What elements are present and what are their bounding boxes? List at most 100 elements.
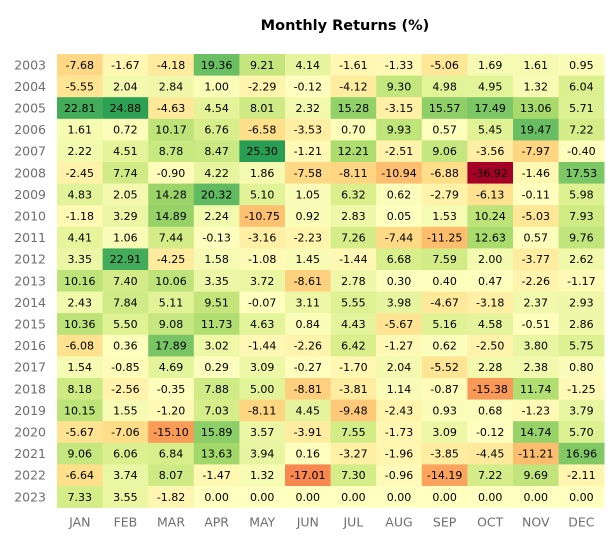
- cell-value-label: -3.53: [294, 124, 322, 137]
- heatmap-cell: [148, 313, 195, 336]
- cell-value-label: 0.00: [250, 491, 275, 504]
- cell-value-label: -0.85: [111, 361, 139, 374]
- heatmap-cell: [376, 334, 423, 357]
- heatmap-cell: [330, 118, 377, 141]
- cell-value-label: 17.53: [566, 167, 598, 180]
- heatmap-cell: [376, 54, 423, 76]
- year-tick-label: 2007: [14, 144, 46, 159]
- cell-value-label: -1.46: [522, 167, 550, 180]
- month-axis-labels: JAN FEB MAR APR MAY JUN JUL AUG SEP OCT NOV DEC: [68, 515, 595, 530]
- heatmap-cell: [467, 291, 514, 314]
- heatmap-cell: [57, 205, 103, 228]
- cell-value-label: 5.71: [569, 102, 594, 115]
- year-tick-label: 2005: [14, 101, 46, 116]
- heatmap-cell: [558, 464, 605, 487]
- cell-value-label: 3.72: [250, 275, 275, 288]
- heatmap-cell: [285, 421, 331, 444]
- year-tick-label: 2022: [14, 468, 46, 483]
- cell-value-label: 7.74: [113, 167, 138, 180]
- heatmap-cell: [467, 421, 514, 444]
- heatmap-cell: [148, 97, 195, 120]
- heatmap-cell: [513, 270, 559, 292]
- heatmap-cell: [285, 334, 331, 357]
- heatmap-cell: [285, 140, 331, 163]
- cell-value-label: 0.30: [387, 275, 412, 288]
- heatmap-cell: [239, 378, 286, 400]
- cell-value-label: -15.38: [472, 383, 507, 396]
- heatmap-cell: [421, 399, 468, 422]
- cell-value-label: 5.16: [432, 318, 457, 331]
- cell-value-label: -3.18: [476, 296, 504, 309]
- cell-value-label: 4.95: [478, 80, 503, 93]
- cell-value-label: -1.67: [111, 59, 139, 72]
- cell-value-label: -10.75: [244, 210, 279, 223]
- cell-value-label: 13.06: [520, 102, 552, 115]
- heatmap-cell: [421, 205, 468, 228]
- cell-value-label: -8.81: [294, 383, 322, 396]
- heatmap-cell: [239, 442, 286, 465]
- heatmap-cell: [57, 226, 103, 249]
- heatmap-cell: [467, 356, 514, 379]
- heatmap-cell: [513, 97, 559, 120]
- cell-value-label: 19.47: [520, 124, 552, 137]
- heatmap-cell: [239, 140, 286, 163]
- cell-value-label: 0.29: [204, 361, 229, 374]
- heatmap-cell: [148, 248, 195, 271]
- heatmap-cell: [193, 356, 240, 379]
- cell-value-label: -1.70: [339, 361, 367, 374]
- cell-value-label: 9.51: [204, 296, 229, 309]
- cell-value-label: 10.17: [155, 124, 187, 137]
- heatmap-cell: [193, 205, 240, 228]
- cell-value-label: 0.00: [432, 491, 457, 504]
- heatmap-cell: [558, 378, 605, 400]
- heatmap-cell: [148, 205, 195, 228]
- cell-value-label: 0.68: [478, 404, 503, 417]
- cell-value-label: 0.57: [432, 124, 457, 137]
- cell-value-label: 13.63: [201, 448, 233, 461]
- cell-value-label: 2.00: [478, 253, 503, 266]
- cell-value-label: -2.43: [385, 404, 413, 417]
- cell-value-label: 0.95: [569, 59, 594, 72]
- cell-value-label: 2.86: [569, 318, 594, 331]
- heatmap-cell: [467, 54, 514, 76]
- heatmap-cell: [558, 162, 605, 184]
- heatmap-cell: [102, 226, 149, 249]
- heatmap-cell: [421, 75, 468, 98]
- heatmap-cell: [558, 399, 605, 422]
- heatmap-cell: [330, 140, 377, 163]
- cell-value-label: 4.54: [204, 102, 229, 115]
- cell-value-label: 0.00: [569, 491, 594, 504]
- heatmap-cell: [285, 291, 331, 314]
- heatmap-cell: [467, 162, 514, 184]
- heatmap-cell: [239, 270, 286, 292]
- cell-value-label: -1.61: [339, 59, 367, 72]
- cell-value-label: 7.84: [113, 296, 138, 309]
- heatmap-cell: [376, 378, 423, 400]
- cell-value-label: 9.06: [432, 145, 457, 158]
- cell-value-label: 5.11: [159, 296, 184, 309]
- cell-value-label: -8.11: [339, 167, 367, 180]
- cell-value-label: 8.18: [68, 383, 93, 396]
- heatmap-cell: [376, 356, 423, 379]
- cell-value-label: 5.70: [569, 426, 594, 439]
- heatmap-cell: [558, 54, 605, 76]
- heatmap-cell: [239, 464, 286, 487]
- cell-value-label: -4.45: [476, 448, 504, 461]
- cell-value-label: 6.68: [387, 253, 412, 266]
- heatmap-cell: [421, 442, 468, 465]
- cell-value-label: -1.27: [385, 340, 413, 353]
- heatmap-cell: [558, 97, 605, 120]
- heatmap-cell: [376, 226, 423, 249]
- heatmap-cell: [239, 162, 286, 184]
- cell-value-label: 20.32: [201, 188, 233, 201]
- cell-value-label: -2.51: [385, 145, 413, 158]
- heatmap-cell: [193, 399, 240, 422]
- heatmap-cell: [467, 205, 514, 228]
- heatmap-cell: [285, 162, 331, 184]
- cell-value-label: 14.28: [155, 188, 187, 201]
- heatmap-cell: [376, 75, 423, 98]
- heatmap-cell: [57, 421, 103, 444]
- cell-value-label: 0.00: [341, 491, 366, 504]
- cell-value-label: 9.08: [159, 318, 184, 331]
- month-tick-label: MAY: [249, 515, 275, 530]
